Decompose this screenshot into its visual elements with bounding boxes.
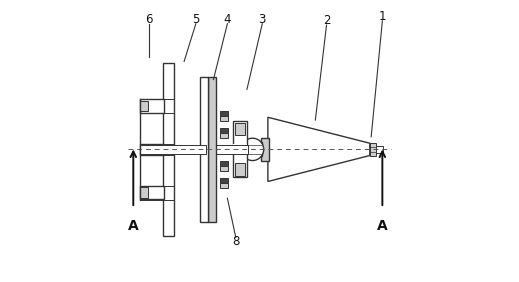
Text: A: A — [128, 219, 139, 233]
Text: 1: 1 — [378, 10, 386, 23]
Bar — [261, 138, 269, 161]
Text: 4: 4 — [224, 13, 231, 26]
Bar — [220, 111, 228, 116]
Bar — [220, 161, 228, 166]
Bar — [220, 127, 228, 133]
Bar — [233, 122, 248, 177]
Text: 6: 6 — [145, 13, 153, 26]
Bar — [235, 163, 245, 176]
Bar — [203, 145, 248, 154]
Text: 2: 2 — [323, 14, 330, 27]
Circle shape — [241, 138, 264, 160]
Bar — [376, 146, 383, 153]
Bar — [220, 133, 228, 138]
Bar — [200, 77, 208, 222]
Bar — [140, 187, 148, 198]
Bar — [220, 178, 228, 183]
Bar — [140, 99, 163, 113]
Text: 5: 5 — [192, 13, 199, 26]
Bar — [140, 146, 148, 153]
Bar — [140, 145, 206, 154]
Bar — [140, 144, 163, 155]
Bar — [163, 63, 174, 236]
Text: A: A — [377, 219, 388, 233]
Bar — [220, 183, 228, 188]
Bar — [233, 144, 248, 155]
Bar — [220, 116, 228, 121]
Bar — [247, 142, 262, 156]
Polygon shape — [268, 117, 370, 182]
Bar — [208, 77, 216, 222]
Bar — [140, 186, 163, 199]
Bar — [370, 143, 376, 155]
Bar — [235, 123, 245, 135]
Text: 3: 3 — [258, 13, 266, 26]
Bar — [140, 101, 148, 111]
Text: 8: 8 — [232, 235, 239, 248]
Bar — [220, 166, 228, 171]
